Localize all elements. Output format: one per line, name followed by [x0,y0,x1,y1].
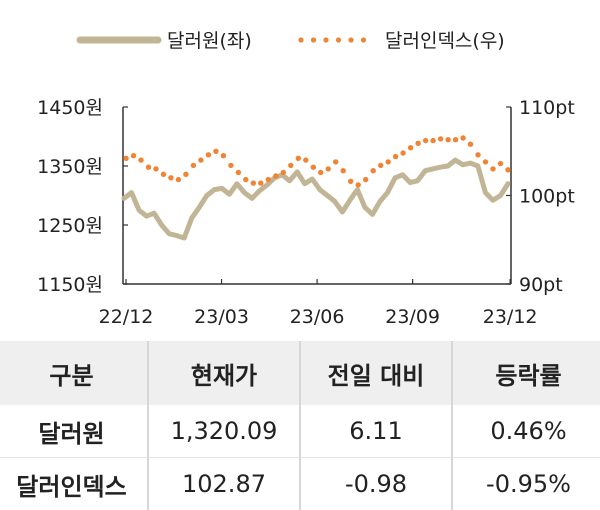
legend-label-dollar-index: 달러인덱스(우) [385,30,505,52]
usdkrw-series-line [124,160,508,238]
right-tick-label: 110pt [519,97,575,119]
legend-dot [323,37,328,42]
left-tick-label: 1350원 [37,156,103,178]
quote-table: 구분 현재가 전일 대비 등락률 달러원 1,320.09 6.11 0.46%… [0,341,600,510]
dollar-index-point [356,182,361,187]
legend-dot [361,37,366,42]
dollar-index-point [198,157,203,162]
legend-dot [311,37,316,42]
left-tick-label: 1150원 [37,274,103,296]
row-change-rate: -0.95% [452,458,600,510]
legend-dot [298,37,303,42]
right-tick-label: 90pt [519,274,563,296]
row-day-change: -0.98 [300,458,452,510]
dollar-index-point [393,154,398,159]
dollar-index-point [161,172,166,177]
x-tick-label: 22/12 [99,306,154,328]
dollar-index-point [475,152,480,157]
left-tick-label: 1250원 [37,215,103,237]
header-category: 구분 [0,341,148,405]
table-row: 달러인덱스 102.87 -0.98 -0.95% [0,458,600,510]
row-name: 달러인덱스 [0,458,148,510]
table-header-row: 구분 현재가 전일 대비 등락률 [0,341,600,405]
dollar-index-point [123,156,128,161]
dollar-index-point [131,153,136,158]
dollar-index-point [266,177,271,182]
dollar-index-point [386,159,391,164]
dollar-index-point [498,161,503,166]
dollar-index-point [176,177,181,182]
exchange-rate-chart: 달러원(좌) 달러인덱스(우) 1150원 1250원 1350원 1450원 90p… [0,0,600,340]
x-tick-label: 23/06 [290,306,345,328]
dollar-index-point [415,141,420,146]
dollar-index-point [408,145,413,150]
dollar-index-point [138,157,143,162]
dollar-index-point [168,175,173,180]
legend-swatch-dollar-index [298,37,366,42]
dollar-index-point [213,149,218,154]
dollar-index-point [258,180,263,185]
dollar-index-point [468,142,473,147]
dollar-index-point [318,170,323,175]
dollar-index-point [273,173,278,178]
header-change-rate: 등락률 [452,341,600,405]
dollar-index-point [423,138,428,143]
right-axis-ticks: 90pt 100pt 110pt [506,97,575,296]
row-day-change: 6.11 [300,405,452,458]
x-tick-label: 23/12 [483,306,538,328]
chart-legend: 달러원(좌) 달러인덱스(우) [80,30,505,52]
dollar-index-point [326,166,331,171]
dollar-index-point [505,167,510,172]
dollar-index-point [183,172,188,177]
legend-label-usdkrw: 달러원(좌) [167,30,252,52]
dollar-index-point [333,159,338,164]
dollar-index-point [341,168,346,173]
dollar-index-point [251,180,256,185]
left-axis-ticks: 1150원 1250원 1350원 1450원 [37,97,128,296]
dollar-index-point [243,177,248,182]
row-current-price: 102.87 [148,458,300,510]
dollar-index-point [191,163,196,168]
dollar-index-point [288,163,293,168]
dollar-index-point [445,137,450,142]
legend-dot [336,37,341,42]
dollar-index-point [438,136,443,141]
dollar-index-point [363,177,368,182]
header-day-change: 전일 대비 [300,341,452,405]
x-tick-label: 23/03 [194,306,249,328]
dollar-index-point [296,156,301,161]
header-current-price: 현재가 [148,341,300,405]
x-tick-label: 23/09 [385,306,440,328]
dollar-index-point [281,170,286,175]
dollar-index-point [378,163,383,168]
dollar-index-point [400,150,405,155]
dollar-index-point [221,153,226,158]
dollar-index-point [206,152,211,157]
left-tick-label: 1450원 [37,97,103,119]
x-axis-ticks: 22/12 23/03 23/06 23/09 23/12 [99,279,538,328]
dollar-index-point [460,135,465,140]
row-current-price: 1,320.09 [148,405,300,458]
dollar-index-point [490,166,495,171]
dollar-index-point [371,168,376,173]
right-tick-label: 100pt [519,186,575,208]
row-name: 달러원 [0,405,148,458]
dollar-index-point [303,157,308,162]
dollar-index-point [348,179,353,184]
table-row: 달러원 1,320.09 6.11 0.46% [0,405,600,458]
row-change-rate: 0.46% [452,405,600,458]
dollar-index-point [236,170,241,175]
dollar-index-point [153,166,158,171]
dollar-index-point [453,137,458,142]
dollar-index-point [228,163,233,168]
legend-dot [348,37,353,42]
dollar-index-point [311,165,316,170]
dollar-index-point [430,138,435,143]
dollar-index-point [146,165,151,170]
dollar-index-point [483,159,488,164]
